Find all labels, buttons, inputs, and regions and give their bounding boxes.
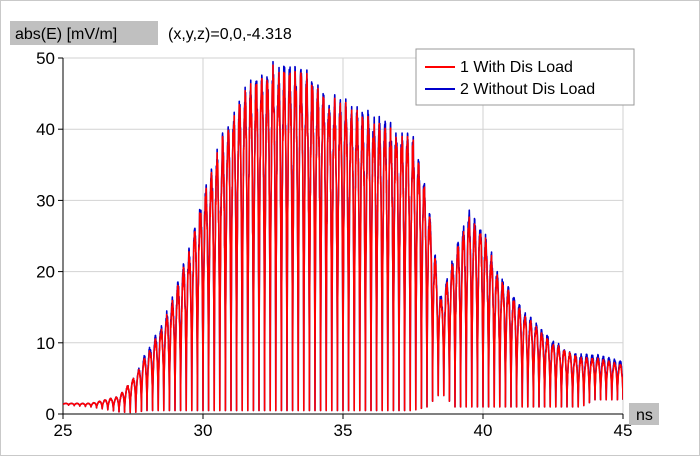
x-tick-label: 45 [614, 421, 633, 440]
series-line-with-dis-load [63, 64, 623, 414]
legend: 1 With Dis Load 2 Without Dis Load [415, 48, 635, 106]
y-tick-label: 0 [46, 405, 55, 424]
ylabel-box [10, 21, 158, 45]
y-tick-label: 50 [36, 49, 55, 68]
axes [58, 57, 624, 419]
y-tick-label: 10 [36, 334, 55, 353]
y-tick-label: 30 [36, 191, 55, 210]
probe-annotation: (x,y,z)=0,0,-4.318 [168, 26, 292, 43]
x-tick-label: 30 [194, 421, 213, 440]
legend-box [415, 48, 635, 106]
x-tick-label: 25 [54, 421, 73, 440]
legend-label-series-1: 1 With Dis Load [460, 59, 573, 76]
x-tick-label: 40 [474, 421, 493, 440]
y-tick-label: 20 [36, 263, 55, 282]
legend-label-series-2: 2 Without Dis Load [460, 81, 595, 98]
series-layer [63, 60, 623, 414]
y-tick-label: 40 [36, 120, 55, 139]
y-axis-label: abs(E) [mV/m] [15, 26, 117, 43]
x-tick-label: 35 [334, 421, 353, 440]
tick-labels: 25 30 35 40 45 0 10 20 30 40 50 [36, 49, 632, 440]
chart-header: abs(E) [mV/m] (x,y,z)=0,0,-4.318 ns [10, 21, 659, 425]
xlabel-box [629, 403, 659, 425]
x-axis-label: ns [636, 407, 653, 424]
